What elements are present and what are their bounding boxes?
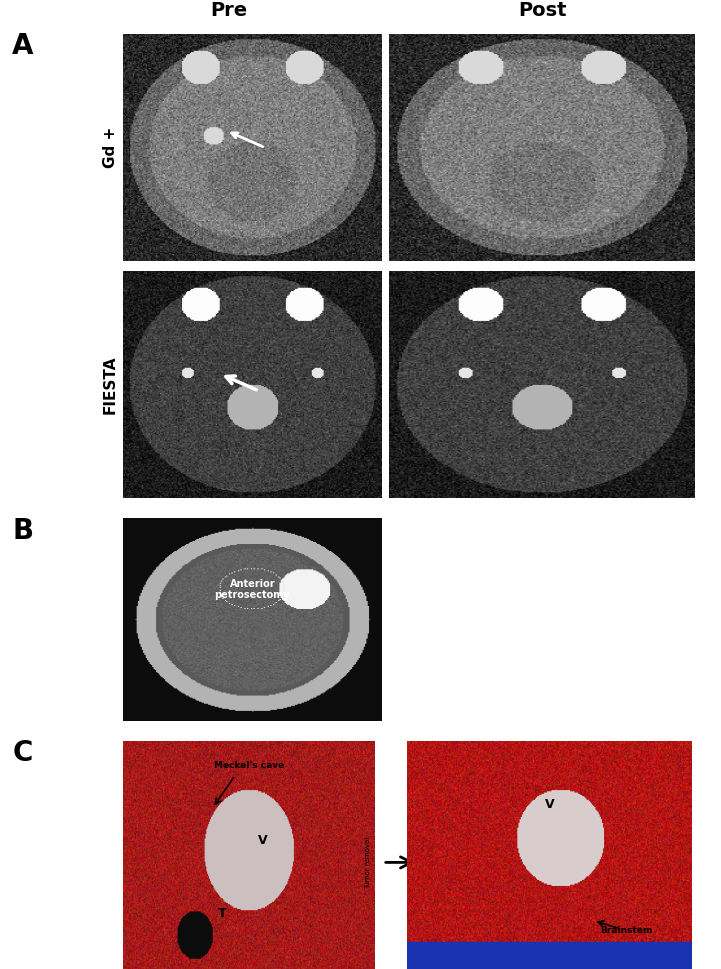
Text: T: T [218, 907, 226, 920]
Text: V: V [545, 797, 554, 811]
Text: B: B [12, 516, 33, 545]
Text: Brainstem: Brainstem [601, 925, 653, 935]
Text: FIESTA: FIESTA [102, 356, 118, 415]
Text: C: C [12, 739, 32, 767]
Text: Gd +: Gd + [102, 127, 118, 169]
Text: Post: Post [518, 1, 567, 20]
Text: Pre: Pre [211, 1, 247, 20]
Text: A: A [12, 32, 34, 60]
Text: Meckel's cave: Meckel's cave [213, 761, 284, 770]
Text: Anterior
petrosectomy: Anterior petrosectomy [215, 578, 290, 601]
Text: Tumor removal: Tumor removal [365, 836, 371, 889]
Text: V: V [257, 834, 267, 847]
